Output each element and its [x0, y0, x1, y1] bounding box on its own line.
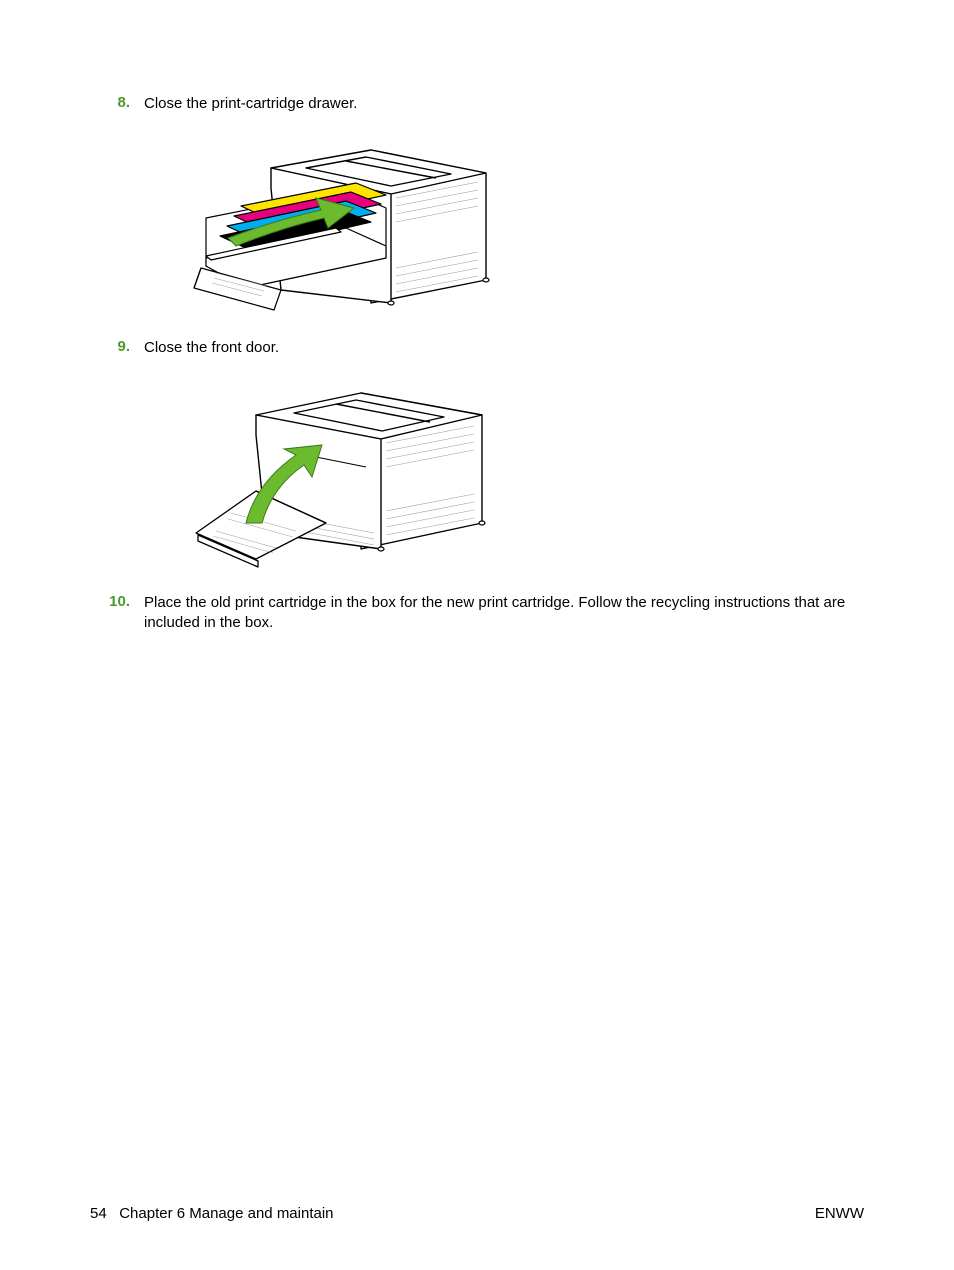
chapter-title: Chapter 6 Manage and maintain	[119, 1205, 333, 1222]
step-number: 8.	[90, 94, 144, 111]
step-number: 9.	[90, 338, 144, 355]
step-text: Place the old print cartridge in the box…	[144, 593, 864, 634]
figure-close-drawer	[186, 128, 864, 318]
step-text: Close the front door.	[144, 338, 864, 358]
step-10: 10. Place the old print cartridge in the…	[90, 593, 864, 634]
footer-region: ENWW	[815, 1205, 864, 1222]
step-text: Close the print-cartridge drawer.	[144, 94, 864, 114]
page-footer: 54 Chapter 6 Manage and maintain ENWW	[90, 1205, 864, 1222]
footer-left: 54 Chapter 6 Manage and maintain	[90, 1205, 334, 1222]
step-number: 10.	[90, 593, 144, 610]
page-number: 54	[90, 1205, 107, 1222]
step-9: 9. Close the front door.	[90, 338, 864, 358]
figure-close-front-door	[186, 373, 864, 573]
step-8: 8. Close the print-cartridge drawer.	[90, 94, 864, 114]
